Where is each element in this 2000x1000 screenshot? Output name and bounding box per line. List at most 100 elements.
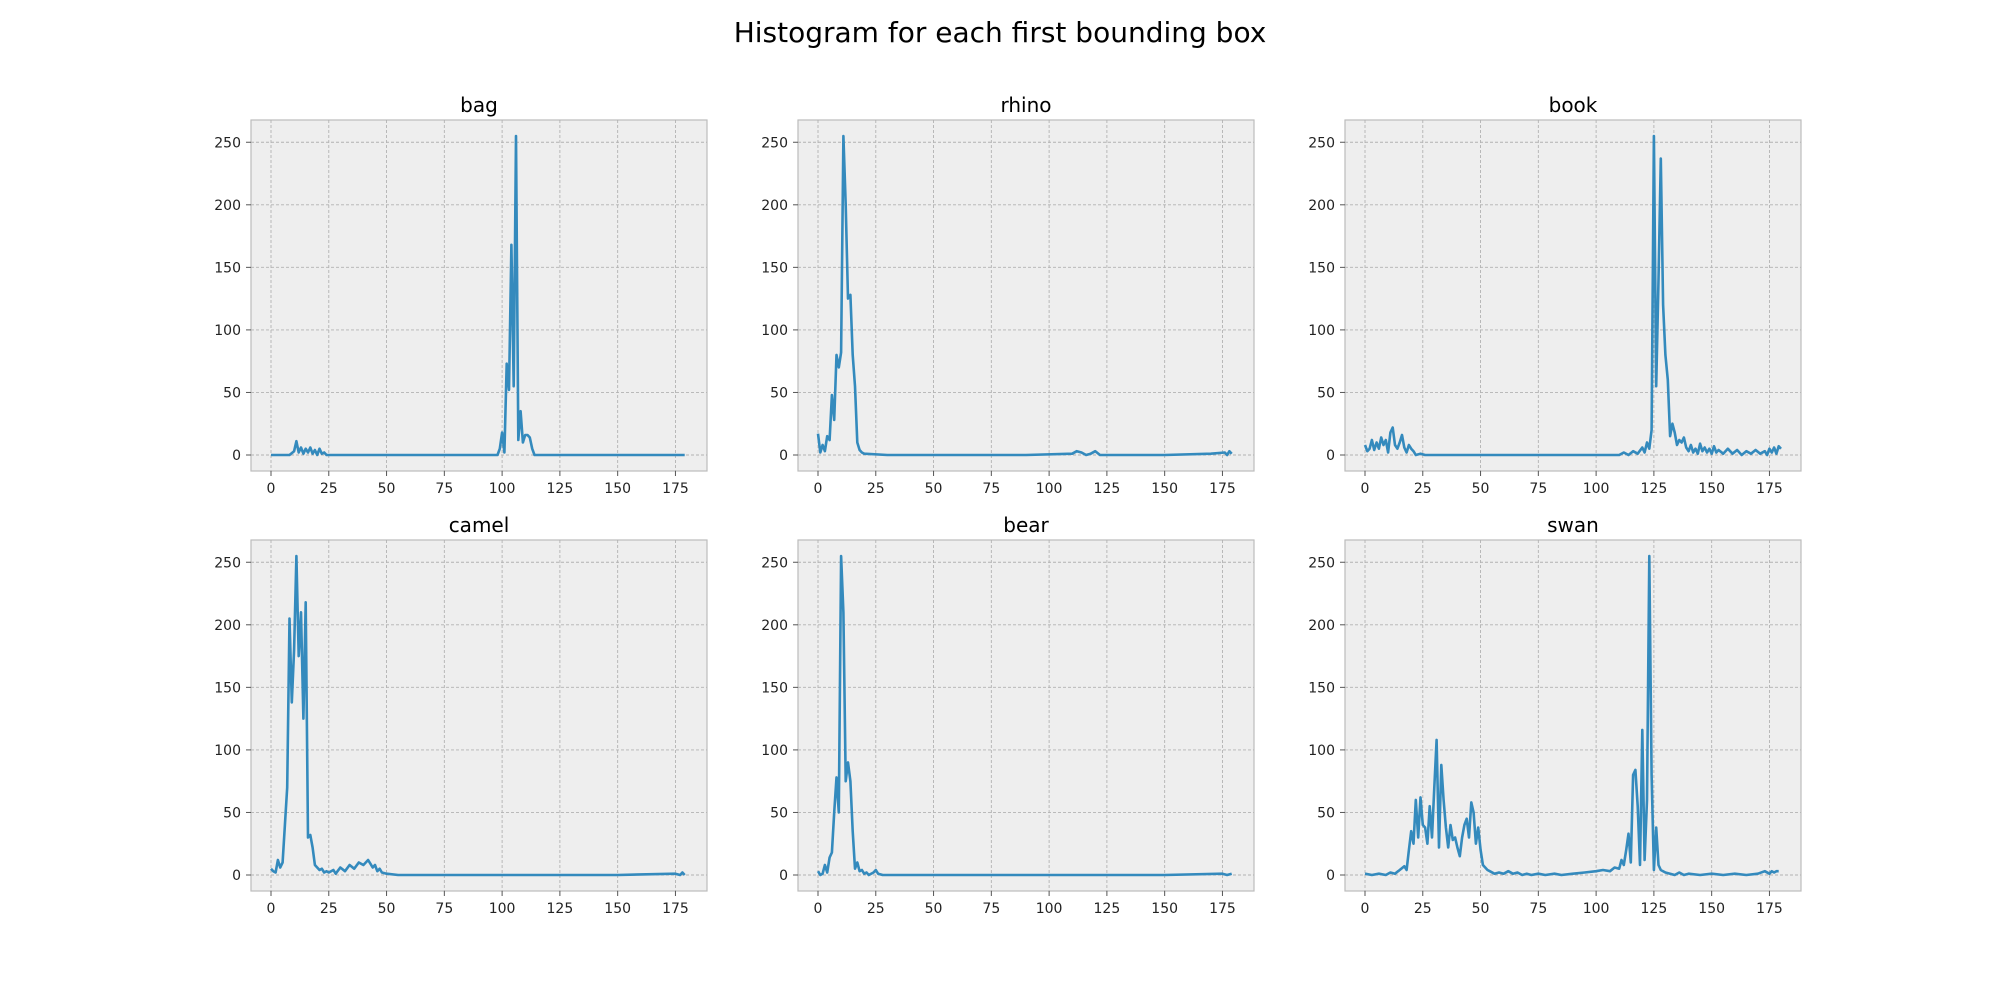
subplot-swan: 0 25 50 75 100 125 150 175 0 50 100 150 200 250 swan (1308, 513, 1802, 917)
x-tick-label: 150 (604, 901, 631, 917)
y-tick-label: 200 (1308, 618, 1335, 634)
series-line-bear (816, 554, 1233, 877)
y-tick-label: 0 (779, 868, 788, 884)
x-tick-label: 0 (267, 901, 276, 917)
x-tick-label: 125 (1094, 901, 1121, 917)
y-tick-label: 200 (761, 198, 788, 214)
x-tick-label: 150 (1151, 481, 1178, 497)
x-tick-label: 50 (925, 901, 943, 917)
y-tick-label: 50 (1317, 385, 1335, 401)
x-tick-label: 25 (1414, 901, 1432, 917)
x-tick-label: 100 (489, 481, 516, 497)
plot-area (1344, 119, 1802, 472)
plot-area (797, 539, 1255, 892)
subplot-bear: 0 25 50 75 100 125 150 175 0 50 100 150 200 250 bear (761, 513, 1255, 917)
subplot-title: camel (449, 513, 510, 537)
y-tick-label: 100 (1308, 743, 1335, 759)
x-tick-label: 75 (982, 481, 1000, 497)
x-tick-label: 25 (320, 481, 338, 497)
y-tick-label: 250 (214, 135, 241, 151)
subplot-title: bear (1003, 513, 1049, 537)
y-tick-label: 0 (1326, 448, 1335, 464)
x-tick-label: 125 (1641, 481, 1668, 497)
x-tick-label: 75 (435, 901, 453, 917)
x-tick-label: 50 (378, 901, 396, 917)
x-tick-label: 175 (662, 481, 689, 497)
x-tick-label: 150 (1151, 901, 1178, 917)
x-tick-label: 0 (1361, 901, 1370, 917)
x-tick-label: 75 (1529, 481, 1547, 497)
y-tick-label: 200 (214, 618, 241, 634)
plot-area (1344, 539, 1802, 892)
y-tick-label: 200 (761, 618, 788, 634)
x-tick-label: 0 (814, 481, 823, 497)
x-tick-label: 25 (867, 481, 885, 497)
subplot-title: bag (460, 93, 498, 117)
subplot-title: rhino (1000, 93, 1051, 117)
y-tick-label: 200 (214, 198, 241, 214)
x-tick-label: 25 (320, 901, 338, 917)
y-tick-label: 250 (214, 555, 241, 571)
x-tick-label: 50 (378, 481, 396, 497)
x-tick-label: 75 (1529, 901, 1547, 917)
figure-title: Histogram for each first bounding box (734, 16, 1267, 49)
y-tick-label: 0 (232, 448, 241, 464)
y-tick-label: 150 (214, 680, 241, 696)
y-tick-label: 50 (1317, 805, 1335, 821)
y-tick-label: 150 (761, 680, 788, 696)
subplot-rhino: 0 25 50 75 100 125 150 175 0 50 100 150 200 250 rhino (761, 93, 1255, 497)
y-tick-label: 150 (1308, 260, 1335, 276)
x-tick-label: 150 (604, 481, 631, 497)
x-tick-label: 100 (489, 901, 516, 917)
series-line-swan (1364, 554, 1779, 877)
y-tick-label: 250 (1308, 555, 1335, 571)
y-tick-label: 250 (761, 555, 788, 571)
subplot-bag: 0 25 50 75 100 125 150 175 0 50 100 150 200 250 bag (214, 93, 708, 497)
series-line-bag (271, 134, 685, 457)
x-tick-label: 100 (1583, 901, 1610, 917)
x-tick-label: 75 (982, 901, 1000, 917)
y-tick-label: 100 (214, 323, 241, 339)
y-tick-label: 0 (232, 868, 241, 884)
x-tick-label: 125 (1094, 481, 1121, 497)
x-tick-label: 100 (1583, 481, 1610, 497)
y-tick-label: 50 (770, 805, 788, 821)
subplot-camel: 0 25 50 75 100 125 150 175 0 50 100 150 200 250 camel (214, 513, 708, 917)
x-tick-label: 175 (1209, 481, 1236, 497)
x-tick-label: 0 (1361, 481, 1370, 497)
x-tick-label: 100 (1036, 901, 1063, 917)
y-tick-label: 250 (761, 135, 788, 151)
series-line-camel (270, 554, 686, 877)
x-tick-label: 175 (1209, 901, 1236, 917)
x-tick-label: 0 (267, 481, 276, 497)
x-tick-label: 175 (1756, 481, 1783, 497)
y-tick-label: 100 (1308, 323, 1335, 339)
x-tick-label: 150 (1698, 481, 1725, 497)
y-tick-label: 100 (761, 743, 788, 759)
y-tick-label: 200 (1308, 198, 1335, 214)
x-tick-label: 125 (547, 901, 574, 917)
x-tick-label: 25 (1414, 481, 1432, 497)
x-tick-label: 75 (435, 481, 453, 497)
series-line-rhino (816, 134, 1233, 457)
y-tick-label: 0 (1326, 868, 1335, 884)
x-tick-label: 25 (867, 901, 885, 917)
x-tick-label: 50 (925, 481, 943, 497)
y-tick-label: 100 (761, 323, 788, 339)
plot-area (250, 119, 708, 472)
subplot-title: swan (1547, 513, 1599, 537)
plot-area (797, 119, 1255, 472)
subplot-title: book (1549, 93, 1598, 117)
series-line-book (1363, 134, 1782, 457)
x-tick-label: 125 (1641, 901, 1668, 917)
x-tick-label: 0 (814, 901, 823, 917)
y-tick-label: 0 (779, 448, 788, 464)
y-tick-label: 150 (214, 260, 241, 276)
x-tick-label: 125 (547, 481, 574, 497)
y-tick-label: 100 (214, 743, 241, 759)
y-tick-label: 250 (1308, 135, 1335, 151)
x-tick-label: 50 (1472, 481, 1490, 497)
y-tick-label: 150 (1308, 680, 1335, 696)
